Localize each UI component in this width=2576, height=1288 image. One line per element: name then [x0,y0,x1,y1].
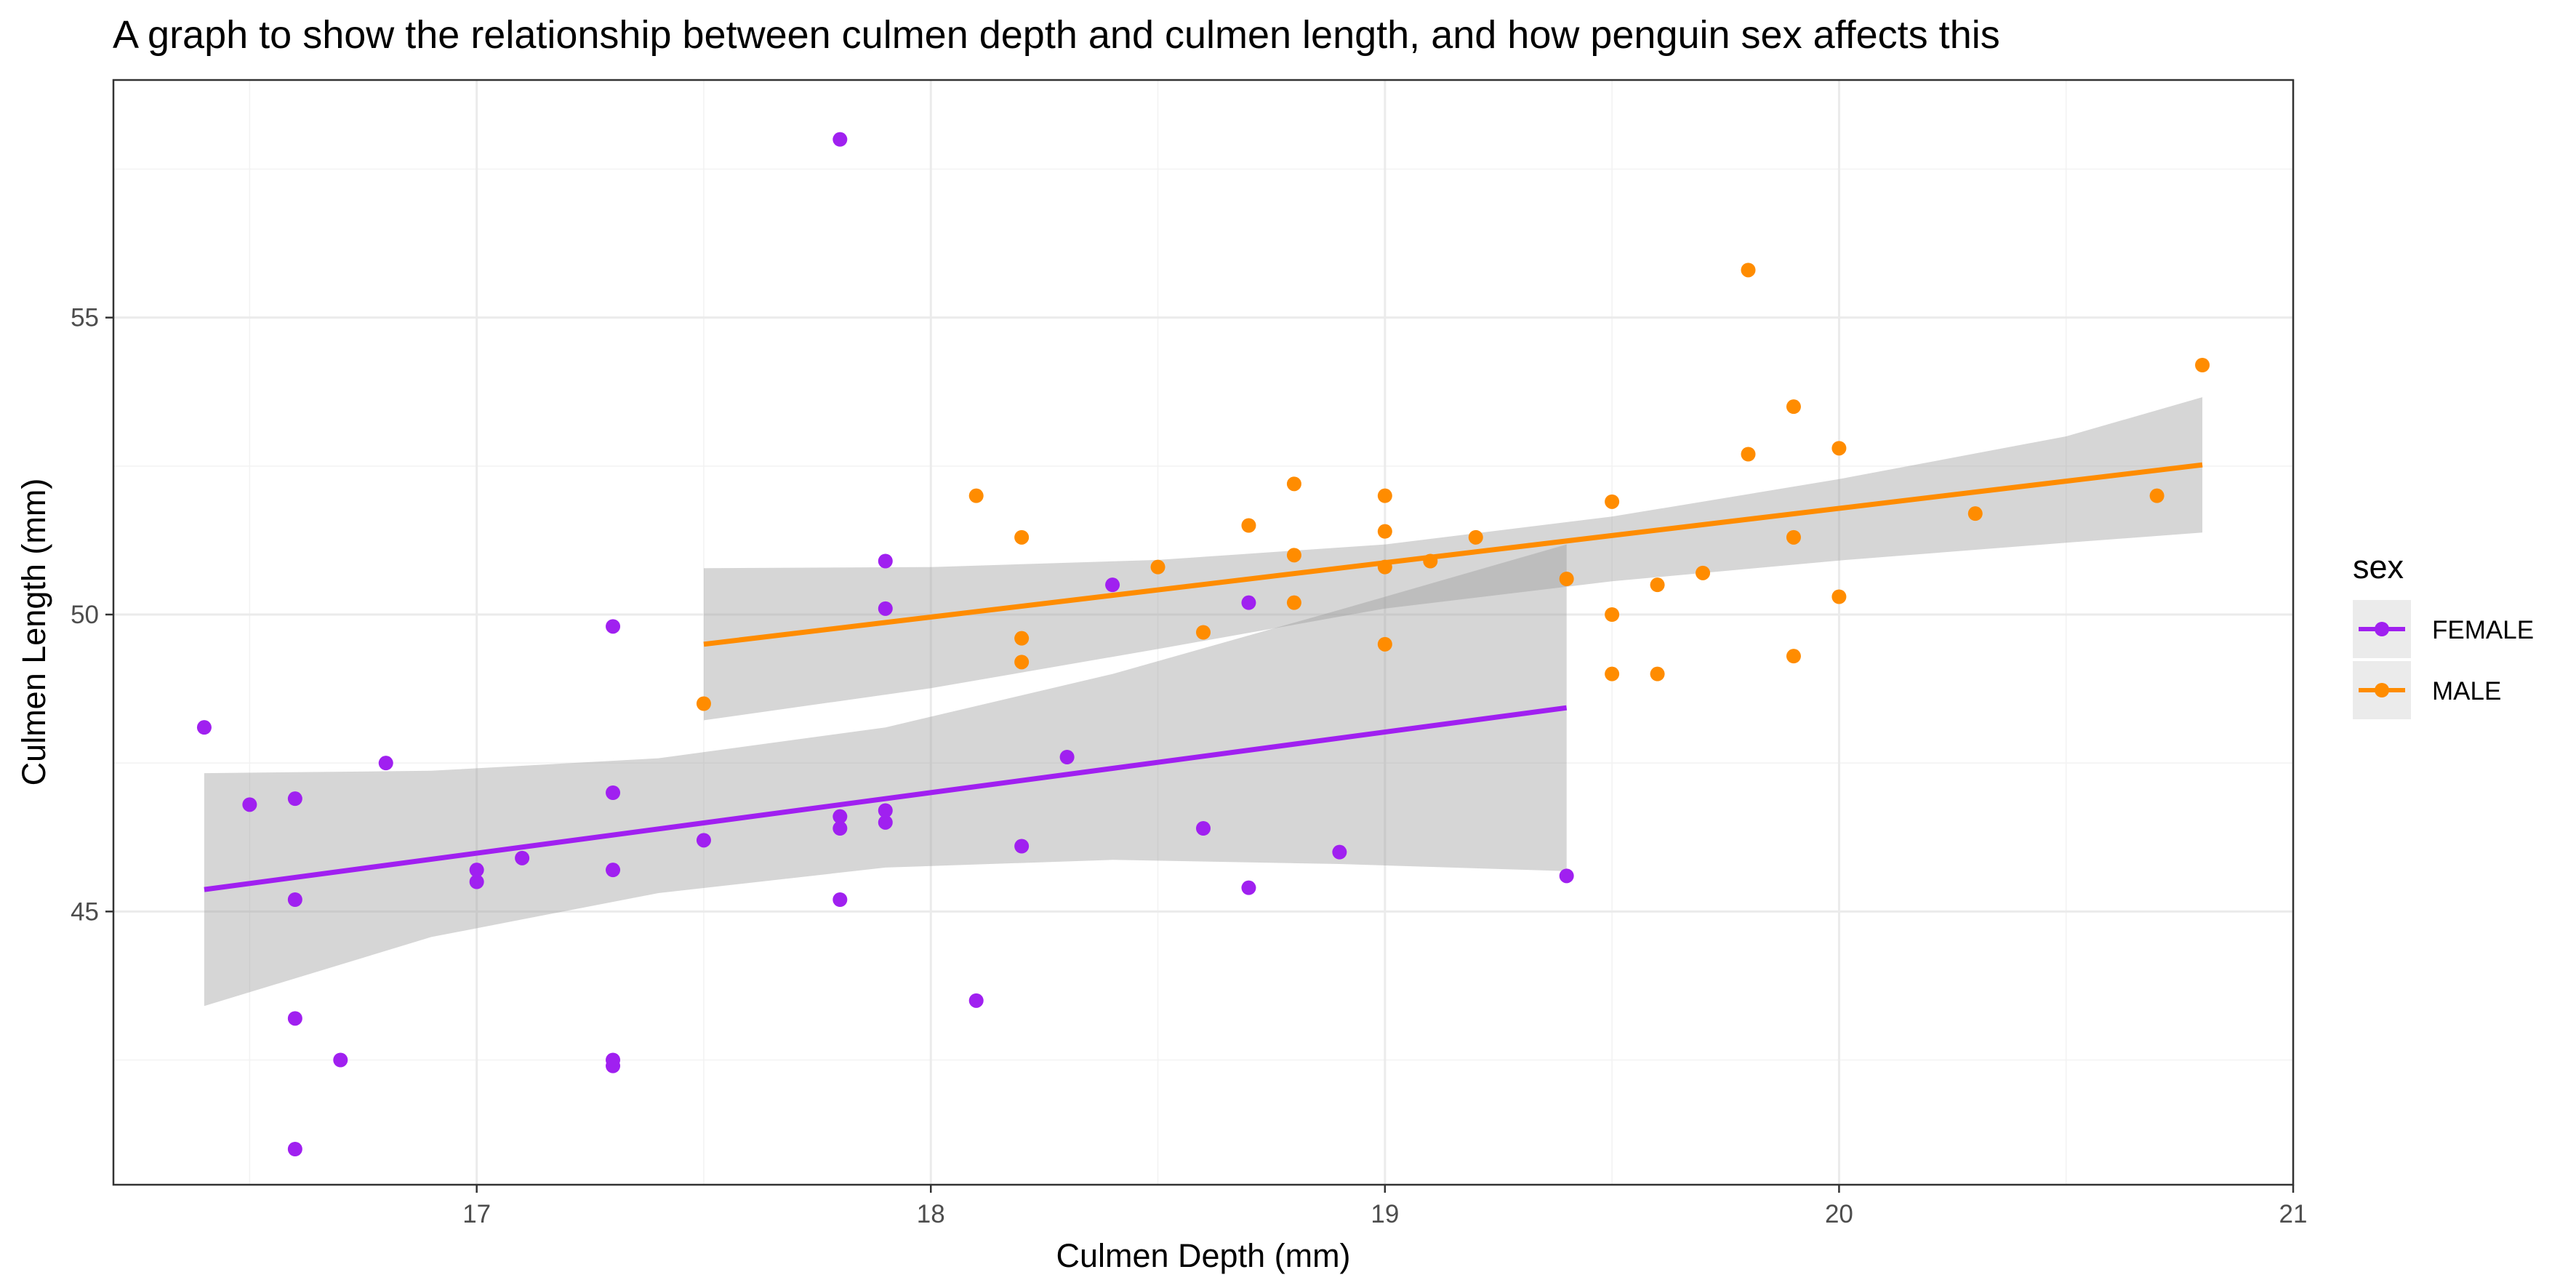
data-point-male [1967,506,1983,521]
data-point-male [1286,548,1301,563]
data-point-male [1014,529,1030,545]
legend-label-female: FEMALE [2432,616,2534,644]
data-point-male [1741,263,1756,278]
data-point-female [287,1142,302,1156]
data-point-female [1196,821,1211,836]
data-point-female [878,601,893,616]
data-point-male [1014,631,1030,646]
x-axis-title: Culmen Depth (mm) [1056,1237,1350,1274]
confidence-band-female [204,544,1567,1007]
data-point-male [2149,488,2164,503]
data-point-male [1786,649,1801,664]
data-point-female [968,993,984,1008]
y-tick-label: 55 [71,304,99,332]
data-point-male [1150,559,1165,575]
data-point-female [878,553,893,569]
data-point-female [333,1052,348,1068]
data-point-male [1377,488,1392,503]
data-point-male [1605,607,1620,622]
data-point-male [1014,655,1030,670]
data-point-male [1831,441,1847,456]
data-point-male [1696,565,1711,580]
data-point-male [968,488,984,503]
data-point-male [696,696,711,711]
data-point-female [606,1058,621,1073]
data-point-female [606,619,621,634]
data-point-female [287,791,302,807]
data-point-female [1014,839,1030,854]
data-point-male [1196,625,1211,640]
data-point-female [1241,595,1256,610]
legend-title: sex [2353,548,2404,585]
data-point-female [469,874,484,889]
y-tick-label: 45 [71,897,99,926]
data-point-male [1831,589,1847,604]
data-point-female [378,756,393,771]
legend-key-point [2375,622,2389,636]
major-gridlines [113,80,2295,1185]
x-tick-label: 19 [1371,1200,1399,1228]
data-point-male [1786,529,1801,545]
legend: sex FEMALE MALE [2353,548,2534,719]
confidence-band-male [704,397,2203,721]
data-point-male [1286,476,1301,492]
data-point-male [1377,524,1392,539]
data-point-female [1105,577,1120,593]
trend-line-male [703,462,2203,647]
data-point-female [1059,750,1075,764]
data-point-male [2195,358,2210,372]
plot-border [112,79,2295,1186]
trend-line-female [204,705,1568,892]
data-point-female [1332,844,1347,860]
x-tick-label: 17 [462,1200,491,1228]
x-axis-ticks: 17 18 19 20 21 [462,1185,2307,1228]
data-point-male [1241,518,1256,533]
data-point-male [1605,494,1620,509]
data-point-female [287,1011,302,1026]
data-point-female [287,892,302,907]
x-tick-label: 21 [2279,1200,2308,1228]
y-axis-title: Culmen Length (mm) [15,479,52,786]
data-point-female [878,815,893,830]
data-points [196,132,2210,1156]
x-tick-label: 18 [917,1200,945,1228]
data-point-male [1468,529,1483,545]
data-point-female [832,132,848,147]
legend-label-male: MALE [2432,677,2501,705]
confidence-bands [204,397,2203,1007]
data-point-female [469,863,484,878]
data-point-male [1650,666,1665,681]
data-point-male [1286,595,1301,610]
data-point-male [1650,577,1665,593]
data-point-female [878,803,893,818]
data-point-female [832,892,848,907]
trend-lines [204,462,2203,892]
y-axis-ticks: 45 50 55 [71,304,113,926]
data-point-male [1741,447,1756,462]
data-point-male [1605,666,1620,681]
data-point-female [1559,868,1574,884]
data-point-female [606,785,621,800]
data-point-female [1241,880,1256,895]
legend-key-point [2375,683,2389,697]
data-point-male [1377,636,1392,652]
x-tick-label: 20 [1825,1200,1853,1228]
data-point-female [696,833,711,848]
data-point-female [515,850,530,865]
data-point-female [832,821,848,836]
data-point-female [606,863,621,878]
data-point-female [242,797,257,812]
data-point-male [1786,399,1801,415]
y-tick-label: 50 [71,601,99,629]
data-point-male [1559,572,1574,586]
chart-title: A graph to show the relationship between… [113,13,2000,57]
legend-key-female: FEMALE [2353,600,2534,658]
legend-key-male: MALE [2353,661,2501,719]
data-point-female [196,720,212,735]
data-point-female [832,809,848,824]
